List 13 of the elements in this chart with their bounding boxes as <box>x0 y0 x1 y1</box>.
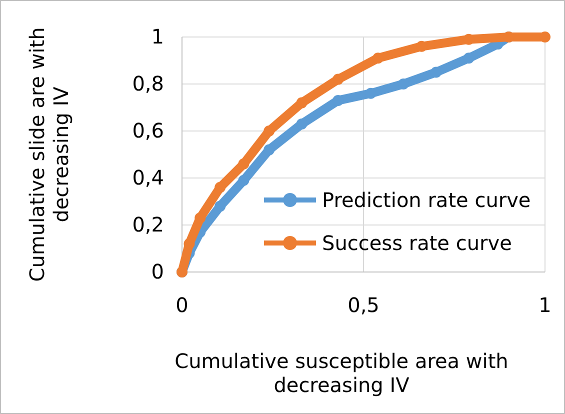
x-tick-label: 0,5 <box>348 293 380 318</box>
x-tick-label: 0 <box>176 293 188 318</box>
legend-label: Success rate curve <box>322 231 512 255</box>
y-axis-title: Cumulative slide are with decreasing IV <box>25 27 73 282</box>
x-tick-label: 1 <box>538 293 552 318</box>
legend-label: Prediction rate curve <box>322 188 531 212</box>
y-tick-label: 0,6 <box>132 118 164 142</box>
x-axis-title: Cumulative susceptible area with decreasing IV <box>174 349 508 397</box>
y-tick-label: 0,4 <box>132 165 164 190</box>
y-tick-label: 1 <box>151 24 164 48</box>
y-tick-label: 0,2 <box>132 212 164 236</box>
y-tick-label: 0 <box>151 259 164 284</box>
y-tick-label: 0,8 <box>132 71 164 96</box>
